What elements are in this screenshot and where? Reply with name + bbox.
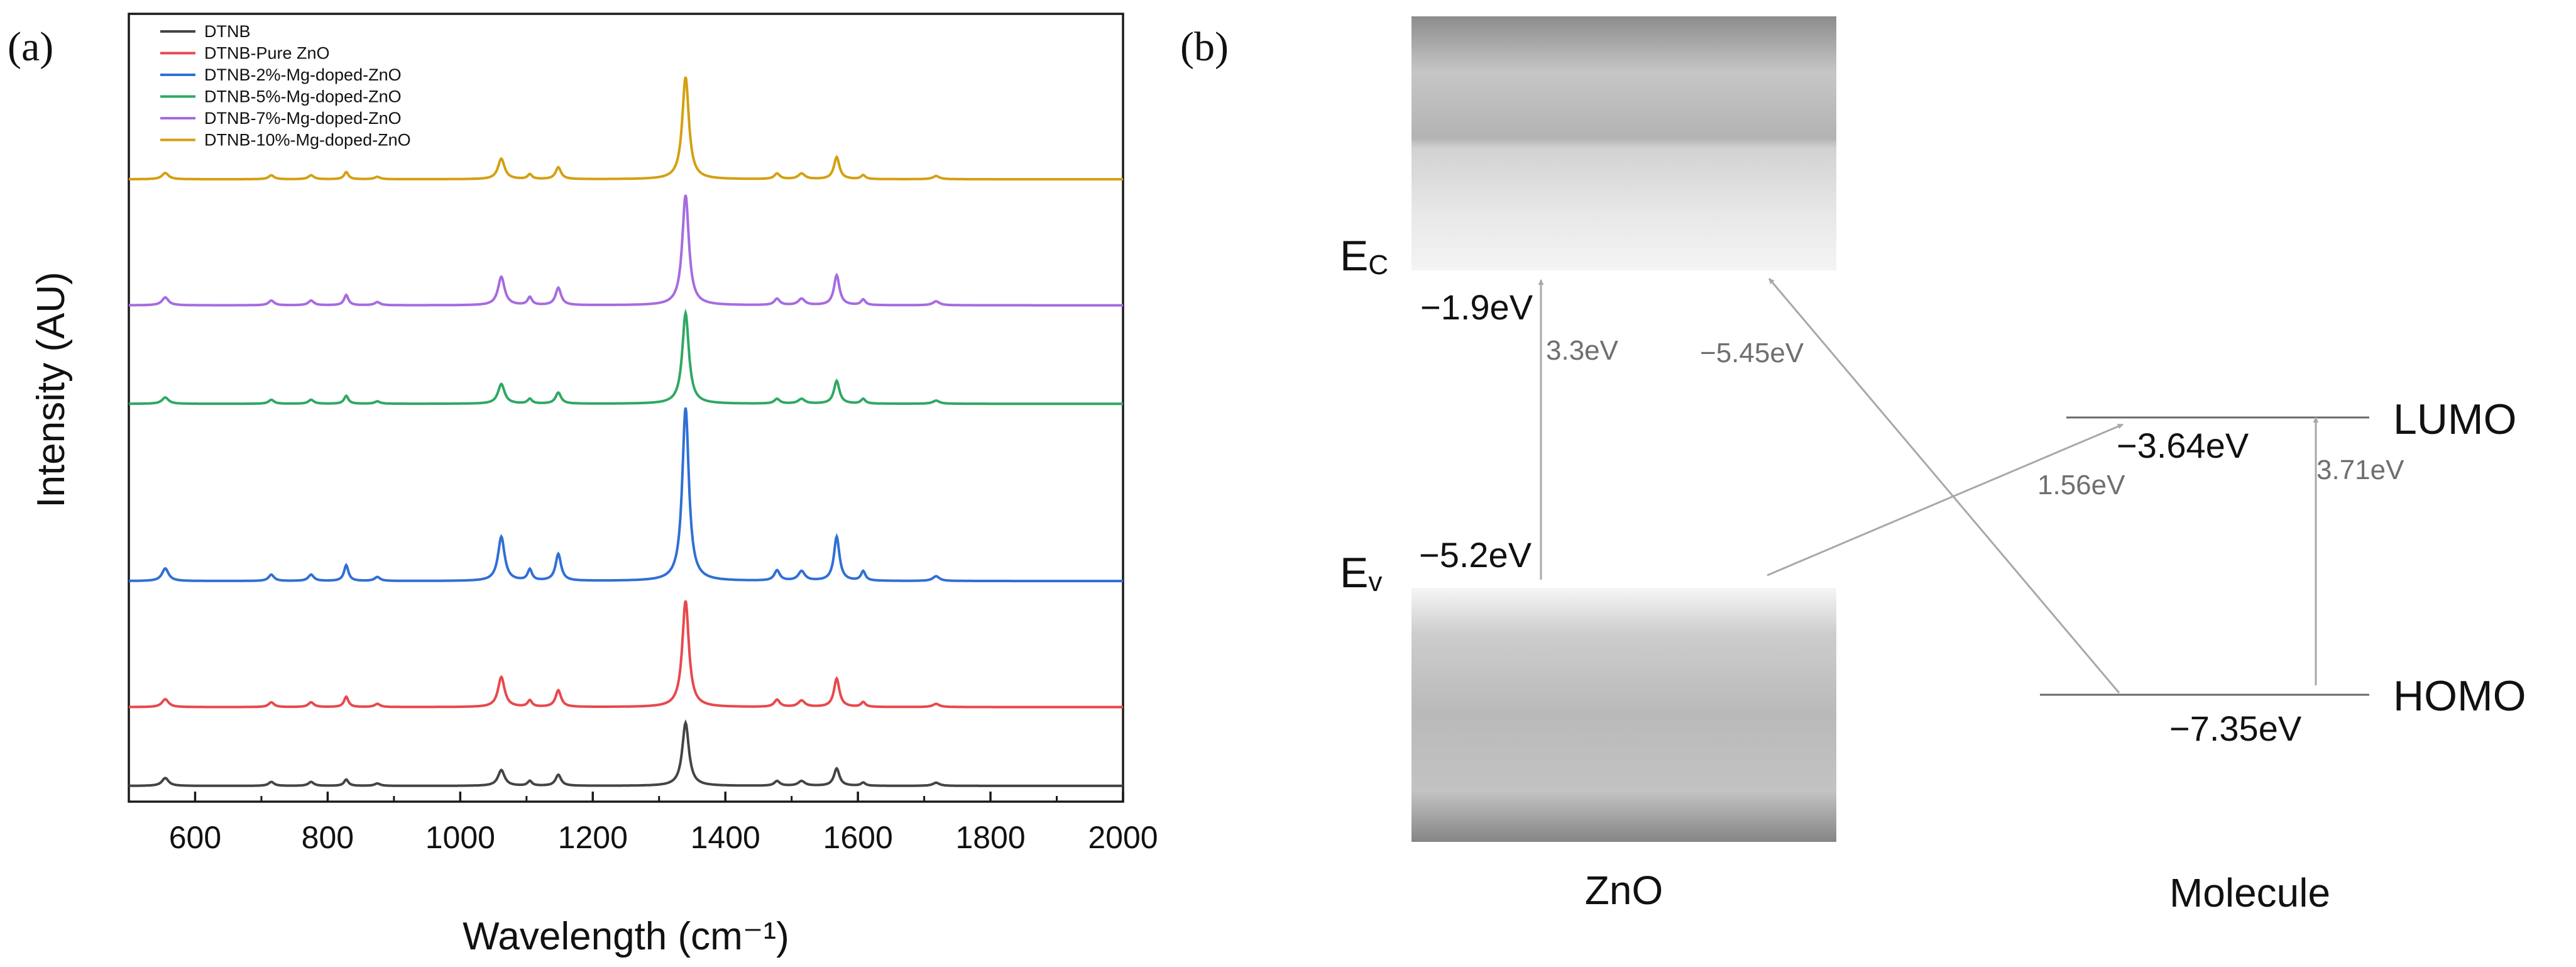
spectrum-line-3 bbox=[129, 407, 1123, 583]
molecule-caption: Molecule bbox=[2169, 870, 2330, 915]
ev-label: Ev bbox=[1340, 549, 1382, 597]
legend-label-6: DTNB-10%-Mg-doped-ZnO bbox=[204, 131, 411, 150]
x-tick-label: 800 bbox=[302, 820, 354, 855]
panel-a-label: (a) bbox=[8, 24, 53, 70]
x-tick-label: 1400 bbox=[691, 820, 760, 855]
spectrum-line-6 bbox=[129, 76, 1123, 181]
zno-vb-energy: −5.2eV bbox=[1419, 535, 1532, 575]
vb-to-lumo-arrow bbox=[1767, 423, 2124, 577]
homo-label: HOMO bbox=[2393, 672, 2526, 720]
legend-label-2: DTNB-Pure ZnO bbox=[204, 44, 330, 63]
spectrum-line-4 bbox=[129, 308, 1123, 406]
zno-conduction-band bbox=[1411, 16, 1836, 270]
plot-frame bbox=[128, 13, 1124, 803]
ec-label: EC bbox=[1340, 232, 1388, 280]
legend-label-4: DTNB-5%-Mg-doped-ZnO bbox=[204, 87, 402, 106]
zno-cb-energy: −1.9eV bbox=[1420, 287, 1533, 327]
spectrum-line-1 bbox=[129, 719, 1123, 787]
legend-label-1: DTNB bbox=[204, 22, 251, 41]
spectrum-line-2 bbox=[129, 600, 1123, 709]
vb-to-lumo-value: 1.56eV bbox=[2037, 470, 2125, 500]
y-axis-title: Intensity (AU) bbox=[30, 272, 73, 508]
lumo-energy: −3.64eV bbox=[2117, 426, 2249, 465]
zno-caption: ZnO bbox=[1585, 868, 1663, 913]
x-tick-label: 600 bbox=[169, 820, 221, 855]
homo-to-cb-arrow bbox=[1768, 278, 2120, 693]
spectra-lines bbox=[129, 76, 1123, 787]
molecule-gap-value: 3.71eV bbox=[2316, 455, 2404, 485]
x-axis-title: Wavelength (cm⁻¹) bbox=[463, 915, 789, 958]
panel-b-label: (b) bbox=[1180, 24, 1229, 70]
lumo-label: LUMO bbox=[2393, 395, 2516, 443]
homo-energy: −7.35eV bbox=[2169, 709, 2302, 748]
legend-label-5: DTNB-7%-Mg-doped-ZnO bbox=[204, 109, 402, 128]
x-tick-label: 1200 bbox=[558, 820, 628, 855]
x-tick-label: 2000 bbox=[1088, 820, 1158, 855]
x-tick-label: 1800 bbox=[955, 820, 1025, 855]
panel-a: (a) Intensity (AU) 600 800 1000 1200 1400 160… bbox=[8, 13, 1158, 958]
legend-label-3: DTNB-2%-Mg-doped-ZnO bbox=[204, 65, 402, 84]
x-axis-tick-labels: 600 800 1000 1200 1400 1600 1800 2000 bbox=[169, 820, 1158, 855]
panel-b: (b) EC Ev −1.9eV −5.2eV LUMO HOMO −3.64e… bbox=[1180, 16, 2526, 915]
x-tick-label: 1000 bbox=[425, 820, 495, 855]
homo-to-cb-value: −5.45eV bbox=[1700, 338, 1804, 368]
x-tick-label: 1600 bbox=[823, 820, 893, 855]
zno-gap-value: 3.3eV bbox=[1546, 335, 1619, 366]
zno-valence-band bbox=[1411, 588, 1836, 842]
x-axis-ticks bbox=[128, 792, 1124, 802]
spectrum-line-5 bbox=[129, 194, 1123, 307]
legend: DTNB DTNB-Pure ZnO DTNB-2%-Mg-doped-ZnO DTN… bbox=[160, 22, 411, 150]
